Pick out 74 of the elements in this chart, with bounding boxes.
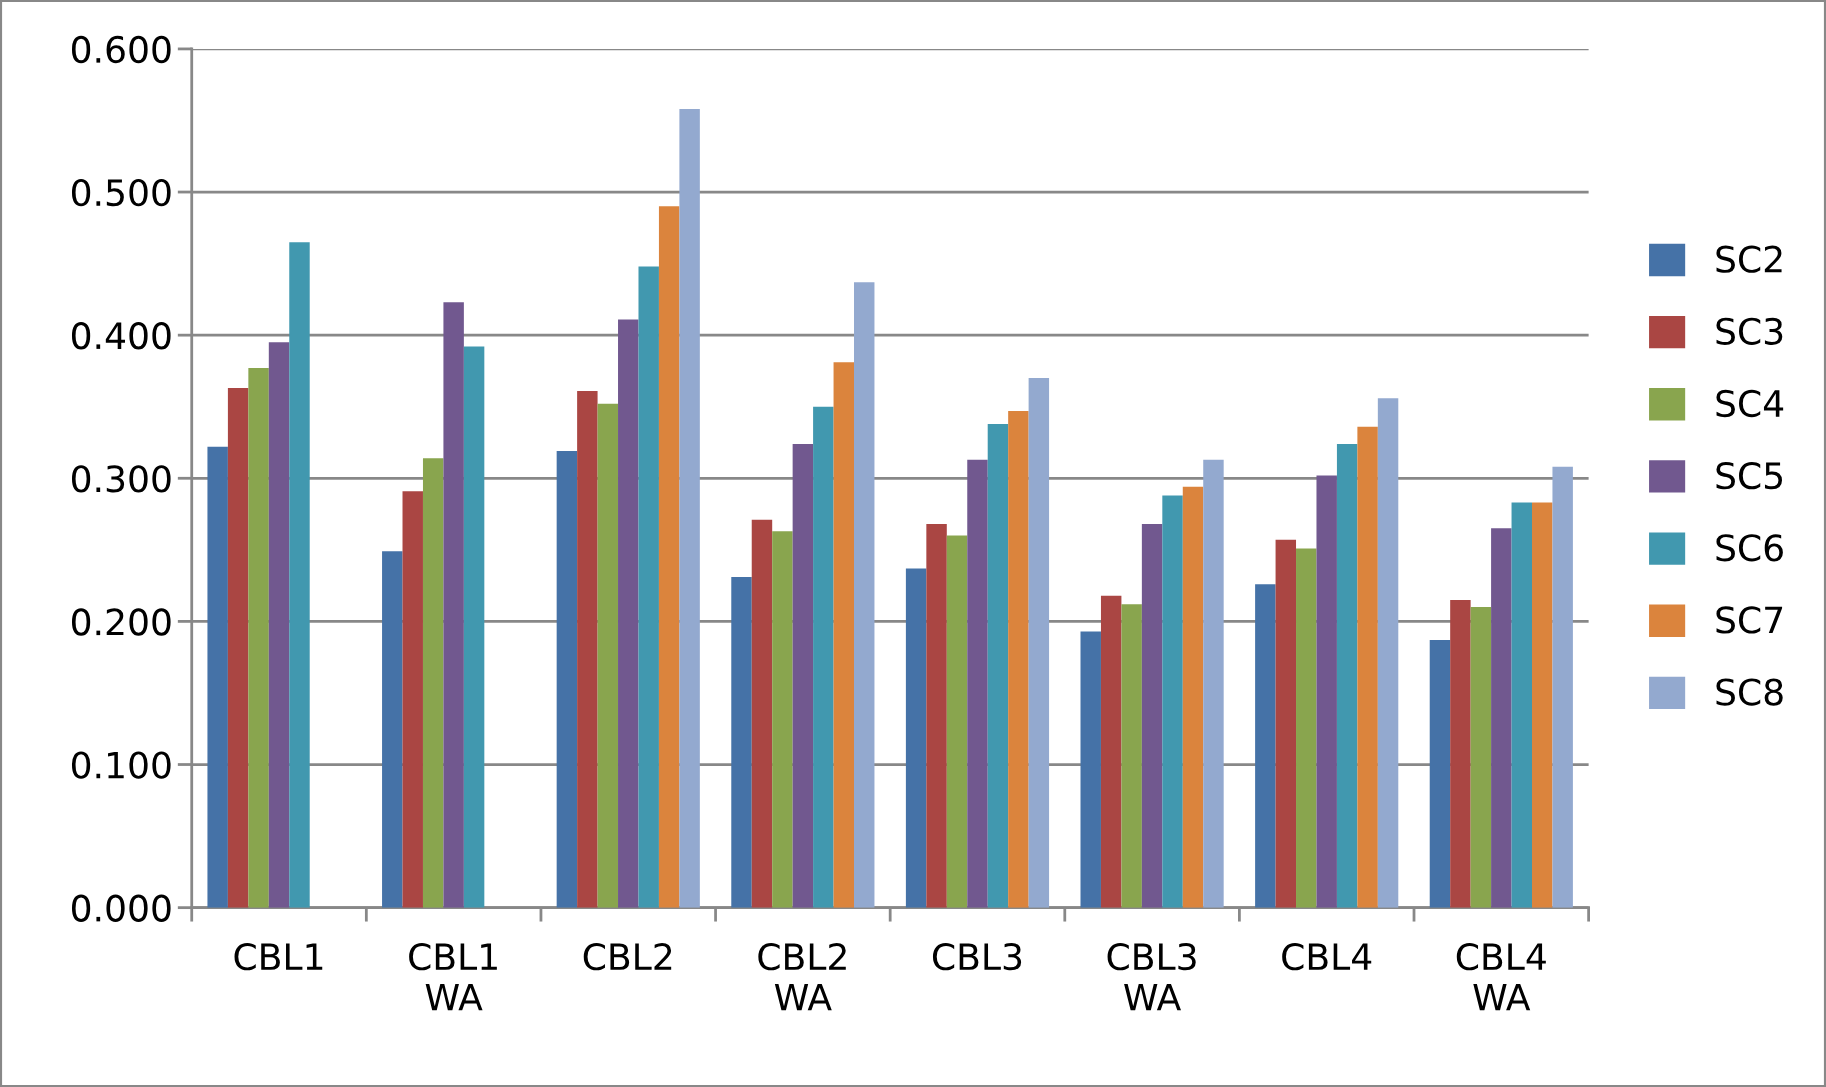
bar xyxy=(1100,595,1122,908)
bar xyxy=(905,568,927,908)
bar xyxy=(207,446,228,908)
bar xyxy=(1255,584,1276,908)
y-tick-label: 0.500 xyxy=(71,178,171,207)
y-tick-label: 0.200 xyxy=(71,608,171,636)
bar xyxy=(382,551,403,908)
bar xyxy=(556,451,578,908)
bar xyxy=(1028,378,1050,908)
x-tick-label: CBL4 xyxy=(1282,943,1372,971)
y-tick-label: 0.400 xyxy=(71,322,171,350)
legend-label: SC7 xyxy=(1716,606,1783,634)
bar xyxy=(402,491,423,908)
y-tick-label: 0.000 xyxy=(71,894,171,922)
legend-label: SC8 xyxy=(1716,678,1783,706)
bar xyxy=(658,206,680,908)
legend-label: SC2 xyxy=(1716,245,1782,273)
bar xyxy=(1316,475,1337,908)
bar xyxy=(597,403,619,908)
bar xyxy=(1296,548,1317,908)
bar xyxy=(967,459,988,908)
bar xyxy=(1470,607,1492,908)
bar xyxy=(1203,459,1224,908)
bar xyxy=(1450,599,1471,908)
legend-label: SC6 xyxy=(1716,534,1783,562)
bar xyxy=(679,109,700,908)
x-tick-label: CBL2 xyxy=(583,943,672,971)
bar xyxy=(946,535,968,908)
bar xyxy=(227,388,249,908)
legend-label: SC3 xyxy=(1716,317,1783,345)
x-tick-label: CBL4 WA xyxy=(1456,943,1546,1011)
bar xyxy=(1552,466,1573,908)
bar xyxy=(1182,486,1204,908)
bar xyxy=(463,346,485,908)
y-tick-label: 0.100 xyxy=(71,751,171,779)
bar xyxy=(854,282,875,908)
bar xyxy=(813,406,834,908)
bar xyxy=(833,362,855,908)
bar xyxy=(792,443,814,908)
legend-label: SC4 xyxy=(1716,389,1784,418)
x-tick-label: CBL3 xyxy=(932,943,1022,971)
bar xyxy=(1532,502,1553,908)
bar xyxy=(268,342,290,908)
bar xyxy=(926,524,947,908)
bar xyxy=(443,302,464,908)
legend-label: SC5 xyxy=(1716,461,1783,490)
bar xyxy=(1008,411,1029,908)
bar xyxy=(248,368,269,908)
bar xyxy=(987,423,1009,908)
x-tick-label: CBL2 WA xyxy=(758,943,846,1011)
y-tick-label: 0.600 xyxy=(71,35,171,64)
bar xyxy=(1141,524,1163,908)
bar xyxy=(731,577,752,908)
bar xyxy=(638,266,659,908)
bar xyxy=(1429,640,1451,908)
bar xyxy=(1377,398,1399,908)
bar xyxy=(1121,604,1142,908)
bar xyxy=(772,531,793,908)
x-tick-label: CBL1 xyxy=(234,943,323,971)
y-tick-label: 0.300 xyxy=(71,465,171,493)
bar xyxy=(618,319,639,908)
bar xyxy=(1511,502,1532,908)
bar xyxy=(1162,495,1183,908)
x-tick-label: CBL1 WA xyxy=(409,943,497,1011)
x-tick-label: CBL3 WA xyxy=(1107,943,1196,1011)
bar xyxy=(751,519,773,908)
bar xyxy=(1275,539,1297,908)
bar xyxy=(289,242,310,908)
bar xyxy=(1080,631,1101,908)
bar xyxy=(1491,528,1512,908)
bar xyxy=(1357,426,1378,908)
bar xyxy=(1336,443,1358,908)
bar xyxy=(577,390,598,908)
bar xyxy=(422,458,444,908)
